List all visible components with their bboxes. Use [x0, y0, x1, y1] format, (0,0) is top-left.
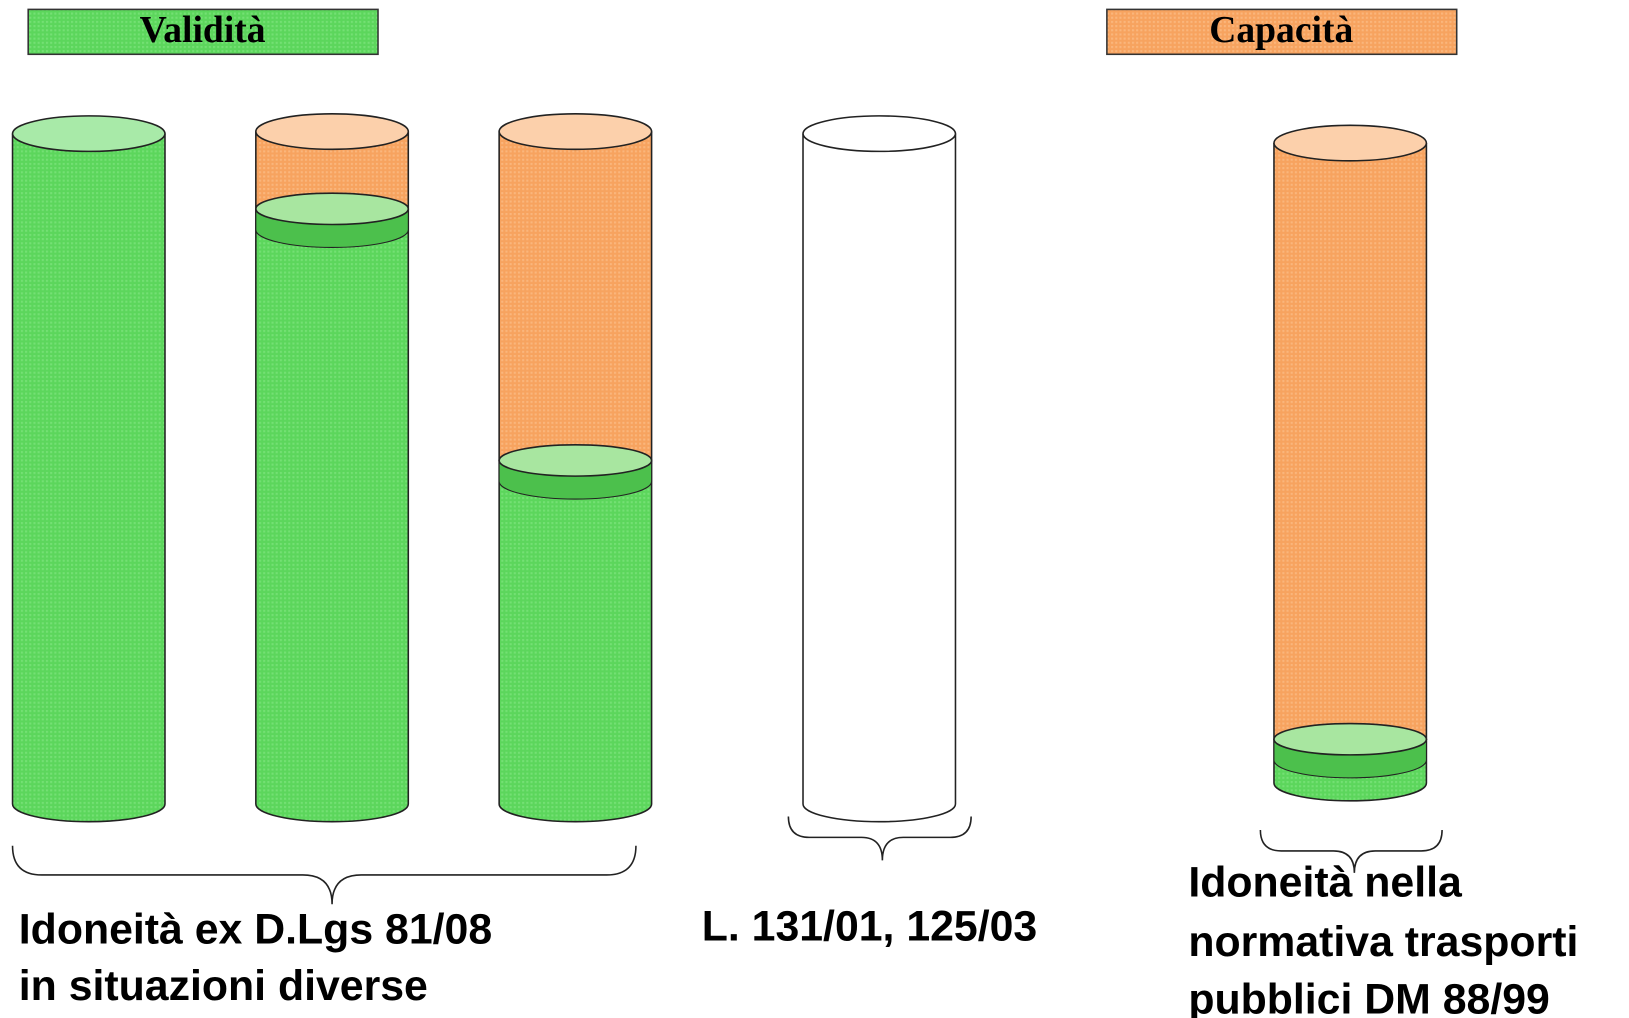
caption: pubblici DM 88/99: [1188, 976, 1550, 1018]
cylinder-part: [803, 116, 955, 151]
cylinder-part: [1274, 724, 1426, 755]
cylinder-part: [1274, 125, 1426, 160]
cylinder-part: [13, 116, 165, 151]
cylinder-part: [1274, 143, 1426, 739]
caption: L. 131/01, 125/03: [702, 903, 1038, 951]
slide: Validità Capacità Idoneità ex D.Lgs 81/0…: [0, 0, 1629, 1018]
cylinder-part: [256, 209, 408, 822]
capacity-label: Capacità: [1209, 10, 1353, 51]
cylinder-part: [499, 445, 651, 476]
brace: [788, 816, 971, 860]
cylinder-part: [256, 193, 408, 224]
cylinder-part: [499, 132, 651, 461]
page: Validità Capacità Idoneità ex D.Lgs 81/0…: [0, 0, 1629, 1018]
cylinder-part: [13, 134, 165, 822]
cylinder-part: [499, 460, 651, 821]
cylinder-part: [803, 134, 955, 822]
caption: Idoneità ex D.Lgs 81/08: [19, 906, 492, 954]
caption: Idoneità nella: [1188, 859, 1463, 907]
validity-label: Validità: [140, 10, 266, 51]
cylinder-part: [256, 114, 408, 149]
caption: normativa trasporti: [1188, 918, 1578, 966]
caption: in situazioni diverse: [19, 962, 428, 1010]
cylinders: [13, 114, 1427, 822]
brace: [13, 846, 636, 904]
cylinder-part: [499, 114, 651, 149]
